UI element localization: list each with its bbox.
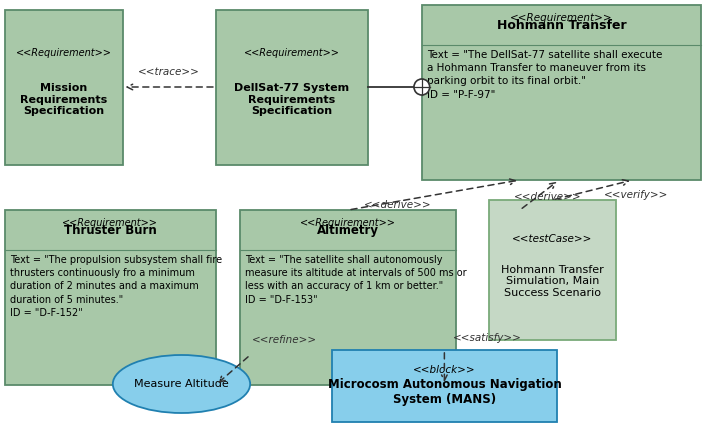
Text: <<refine>>: <<refine>> (252, 335, 317, 345)
Text: <<Requirement>>: <<Requirement>> (510, 13, 613, 23)
Circle shape (414, 79, 430, 95)
Bar (216, 10, 368, 165)
Text: <<testCase>>: <<testCase>> (512, 234, 593, 244)
Text: <<satisfy>>: <<satisfy>> (453, 333, 522, 343)
Text: <<Requirement>>: <<Requirement>> (63, 218, 159, 228)
Bar (332, 350, 557, 422)
Text: Hohmann Transfer
Simulation, Main
Success Scenario: Hohmann Transfer Simulation, Main Succes… (501, 265, 603, 298)
Text: <<derive>>: <<derive>> (513, 192, 581, 202)
Text: <<Requirement>>: <<Requirement>> (301, 218, 396, 228)
Bar (240, 210, 456, 385)
Text: Thruster Burn: Thruster Burn (64, 224, 156, 237)
Text: <<block>>: <<block>> (413, 365, 476, 375)
Bar (5, 10, 123, 165)
Text: Mission
Requirements
Specification: Mission Requirements Specification (20, 83, 107, 117)
Text: <<verify>>: <<verify>> (603, 190, 668, 200)
Bar (422, 5, 702, 180)
Ellipse shape (112, 355, 250, 413)
Text: <<Requirement>>: <<Requirement>> (16, 48, 112, 58)
Text: Measure Altitude: Measure Altitude (134, 379, 229, 389)
Bar (489, 200, 616, 340)
Text: <<derive>>: <<derive>> (363, 200, 431, 210)
Text: <<Requirement>>: <<Requirement>> (244, 48, 340, 58)
Text: Hohmann Transfer: Hohmann Transfer (497, 19, 627, 32)
Text: Text = "The satellite shall autonomously
measure its altitude at intervals of 50: Text = "The satellite shall autonomously… (245, 255, 467, 305)
Text: <<trace>>: <<trace>> (138, 67, 200, 77)
Text: Text = "The propulsion subsystem shall fire
thrusters continuously fro a minimum: Text = "The propulsion subsystem shall f… (10, 255, 222, 318)
Text: Text = "The DellSat-77 satellite shall execute
a Hohmann Transfer to maneuver fr: Text = "The DellSat-77 satellite shall e… (427, 50, 662, 100)
Text: DellSat-77 System
Requirements
Specification: DellSat-77 System Requirements Specifica… (234, 83, 350, 117)
Text: Microcosm Autonomous Navigation
System (MANS): Microcosm Autonomous Navigation System (… (327, 378, 561, 406)
Bar (5, 210, 216, 385)
Text: Altimetry: Altimetry (317, 224, 379, 237)
